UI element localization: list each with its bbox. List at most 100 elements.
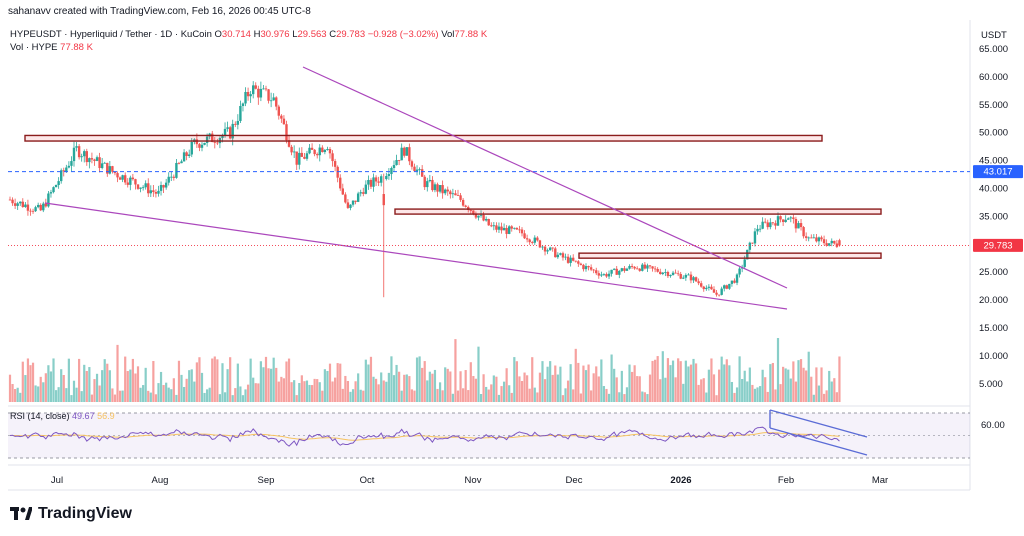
volume-bar [520, 380, 524, 402]
volume-bar [451, 393, 454, 402]
volume-bar [382, 380, 385, 402]
candle-body [36, 204, 40, 208]
volume-bar [126, 371, 129, 402]
volume-bar [129, 369, 132, 402]
volume-bar [398, 371, 401, 402]
candle-body [308, 147, 311, 154]
volume-bar [236, 363, 239, 402]
candle-body [472, 210, 475, 215]
volume-bar [794, 381, 798, 402]
volume-bar [177, 360, 181, 402]
candle-body [820, 237, 823, 240]
candle-body [566, 256, 570, 263]
candle-body [282, 118, 286, 125]
volume-bar [651, 360, 654, 402]
candle-body [766, 222, 769, 228]
volume-bar [98, 385, 101, 402]
volume-bar [528, 388, 531, 402]
volume-bar [142, 385, 145, 402]
volume-bar [838, 356, 841, 402]
candle-body [167, 176, 170, 183]
candle-body [531, 242, 534, 243]
volume-bar [479, 394, 483, 402]
volume-bar [787, 369, 790, 402]
candle-body [746, 249, 749, 260]
volume-bar [700, 379, 703, 402]
volume-bar [170, 389, 173, 402]
volume-bar [733, 392, 736, 402]
volume-bar [75, 387, 78, 402]
volume-bar [462, 388, 465, 402]
volume-bar [359, 389, 362, 402]
candle-body [339, 177, 342, 189]
candle-body [830, 240, 833, 244]
volume-bar [753, 388, 757, 402]
volume-bar [403, 374, 406, 402]
volume-bar [459, 371, 462, 402]
volume-bar [467, 390, 470, 402]
volume-bar [195, 362, 198, 402]
candle-body [438, 185, 442, 192]
volume-bar [280, 376, 283, 402]
volume-bar [718, 369, 721, 402]
candle-body [185, 152, 188, 157]
volume-bar [654, 359, 657, 402]
candle-body [362, 192, 365, 194]
rsi-value: 49.67 [72, 411, 95, 421]
volume-bar [769, 364, 772, 402]
candle-body [21, 201, 24, 207]
lower-trendline [44, 202, 788, 310]
candle-body [159, 185, 163, 191]
candle-body [298, 152, 301, 165]
volume-bar [725, 359, 728, 402]
volume-bar [182, 386, 186, 402]
candle-body [822, 239, 826, 244]
candle-body [426, 181, 429, 188]
volume-bar [715, 395, 718, 402]
volume-bar [674, 377, 677, 402]
volume-bar [223, 392, 227, 402]
volume-bar [193, 381, 196, 402]
volume-bar [175, 394, 178, 402]
candle-body [687, 274, 690, 276]
candle-body [536, 237, 539, 241]
volume-bar [65, 388, 68, 402]
volume-bar [738, 356, 741, 402]
volume-bar [380, 372, 383, 402]
volume-bar [812, 394, 815, 402]
candle-body [812, 237, 816, 239]
candle-body [459, 195, 462, 200]
volume-bar [147, 390, 150, 402]
volume-bar [835, 392, 838, 402]
volume-bar [52, 358, 55, 402]
volume-bar [679, 361, 682, 402]
time-tick-label: Aug [152, 475, 169, 486]
symbol-legend: HYPEUSDT · Hyperliquid / Tether · 1D · K… [10, 29, 487, 40]
candle-body [26, 204, 30, 211]
candle-body [118, 177, 122, 180]
volume-bar [369, 356, 373, 402]
candle-body [213, 142, 216, 143]
time-tick-label: Mar [872, 475, 888, 486]
candle-body [464, 205, 467, 207]
candle-body [292, 151, 296, 153]
candle-body [420, 169, 424, 177]
candle-body [787, 218, 790, 220]
volume-bar [11, 384, 14, 402]
candle-body [799, 223, 803, 228]
candle-body [172, 176, 176, 178]
candle-body [761, 221, 764, 229]
candle-body [39, 204, 42, 211]
candle-body [643, 264, 647, 269]
price-chart[interactable]: USDT 65.000 60.000 55.000 50.000 45.000 40.000… [0, 0, 1024, 500]
change-value: −0.928 (−3.02%) [367, 29, 439, 40]
candle-body [305, 153, 309, 159]
candle-body [612, 268, 616, 270]
volume-bar [533, 387, 536, 402]
candle-body [577, 261, 580, 264]
candle-body [62, 170, 65, 172]
volume-bar [103, 359, 106, 402]
resistance-zone [578, 252, 882, 259]
candle-body [559, 253, 562, 255]
volume-bar [72, 380, 76, 402]
